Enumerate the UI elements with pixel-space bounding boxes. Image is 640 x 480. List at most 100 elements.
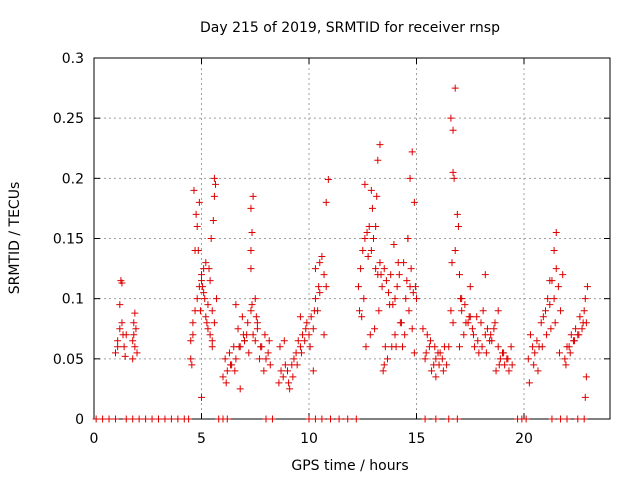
data-point <box>161 415 169 423</box>
data-point <box>310 307 318 315</box>
data-point <box>148 415 156 423</box>
data-point <box>311 415 319 423</box>
data-point <box>116 301 124 309</box>
data-point <box>557 307 565 315</box>
data-point <box>210 174 218 182</box>
data-point <box>247 247 255 255</box>
data-point <box>309 325 317 333</box>
data-point <box>129 415 137 423</box>
data-point <box>391 295 399 303</box>
data-point <box>404 235 412 242</box>
data-point <box>431 343 439 351</box>
data-point <box>135 415 143 423</box>
data-point <box>208 343 216 351</box>
data-point <box>471 343 479 351</box>
data-point <box>411 283 419 291</box>
grid-lines <box>94 58 610 419</box>
data-point <box>204 301 212 309</box>
data-point <box>479 307 487 315</box>
data-point <box>482 349 490 357</box>
data-point <box>478 343 486 351</box>
data-point <box>542 307 549 315</box>
data-point <box>421 355 429 363</box>
data-point <box>264 349 272 357</box>
data-point <box>378 283 386 291</box>
data-point <box>268 415 276 423</box>
data-point <box>231 367 239 375</box>
data-point <box>525 379 533 387</box>
data-point <box>466 283 474 291</box>
data-point <box>354 283 362 291</box>
data-point <box>580 307 588 315</box>
data-point <box>393 283 401 291</box>
data-point <box>394 259 402 267</box>
data-point <box>352 415 360 423</box>
data-point <box>456 271 463 279</box>
data-point <box>276 343 284 351</box>
data-point <box>247 307 255 315</box>
data-point <box>277 367 285 375</box>
data-point <box>580 415 588 423</box>
data-point <box>526 331 534 339</box>
data-point <box>578 325 586 333</box>
data-point <box>447 114 455 122</box>
data-point <box>262 415 270 423</box>
axis-ticks: 0 0.05 0.1 0.15 0.2 0.25 0.3 0 5 10 15 20 <box>53 51 610 447</box>
data-point <box>297 349 305 357</box>
data-point <box>196 307 204 315</box>
data-point <box>375 307 383 315</box>
data-point <box>247 265 255 273</box>
data-point <box>581 295 589 303</box>
data-point <box>238 313 246 321</box>
data-point <box>294 337 302 345</box>
data-point <box>505 367 513 375</box>
x-axis-label: GPS time / hours <box>291 458 408 474</box>
data-point <box>361 180 369 188</box>
data-point <box>550 295 558 303</box>
data-point <box>301 337 309 345</box>
data-point <box>377 271 385 279</box>
data-point <box>421 415 429 423</box>
data-point <box>232 355 240 363</box>
data-point <box>252 313 260 321</box>
data-point <box>235 343 243 351</box>
data-point <box>320 331 328 339</box>
data-point <box>451 247 459 255</box>
data-point <box>155 415 162 423</box>
data-point <box>566 349 574 357</box>
data-point <box>360 295 368 303</box>
data-point <box>221 355 229 363</box>
data-point <box>202 259 210 267</box>
data-point <box>260 367 268 375</box>
data-point <box>211 180 219 188</box>
data-point <box>458 307 466 315</box>
data-point <box>554 283 562 291</box>
data-point <box>543 331 551 339</box>
data-point <box>380 265 388 273</box>
y-tick-label: 0.1 <box>62 292 84 308</box>
data-point <box>408 325 416 333</box>
data-point <box>306 343 314 351</box>
data-point <box>307 313 315 321</box>
data-point <box>583 283 591 291</box>
data-point <box>261 331 269 339</box>
data-point <box>318 253 326 261</box>
data-point <box>194 247 202 255</box>
data-point <box>202 313 210 321</box>
data-point <box>253 319 261 327</box>
data-point <box>448 259 456 267</box>
data-point <box>575 331 583 339</box>
y-tick-label: 0.15 <box>53 232 84 248</box>
data-point <box>209 216 217 224</box>
data-point <box>222 379 230 387</box>
data-point <box>406 174 414 182</box>
data-point <box>335 415 343 423</box>
data-point <box>428 367 436 375</box>
data-point <box>309 367 317 375</box>
data-point <box>200 289 208 297</box>
data-point <box>373 192 381 200</box>
data-point <box>438 355 446 363</box>
data-point <box>132 325 140 333</box>
data-point <box>449 168 457 176</box>
